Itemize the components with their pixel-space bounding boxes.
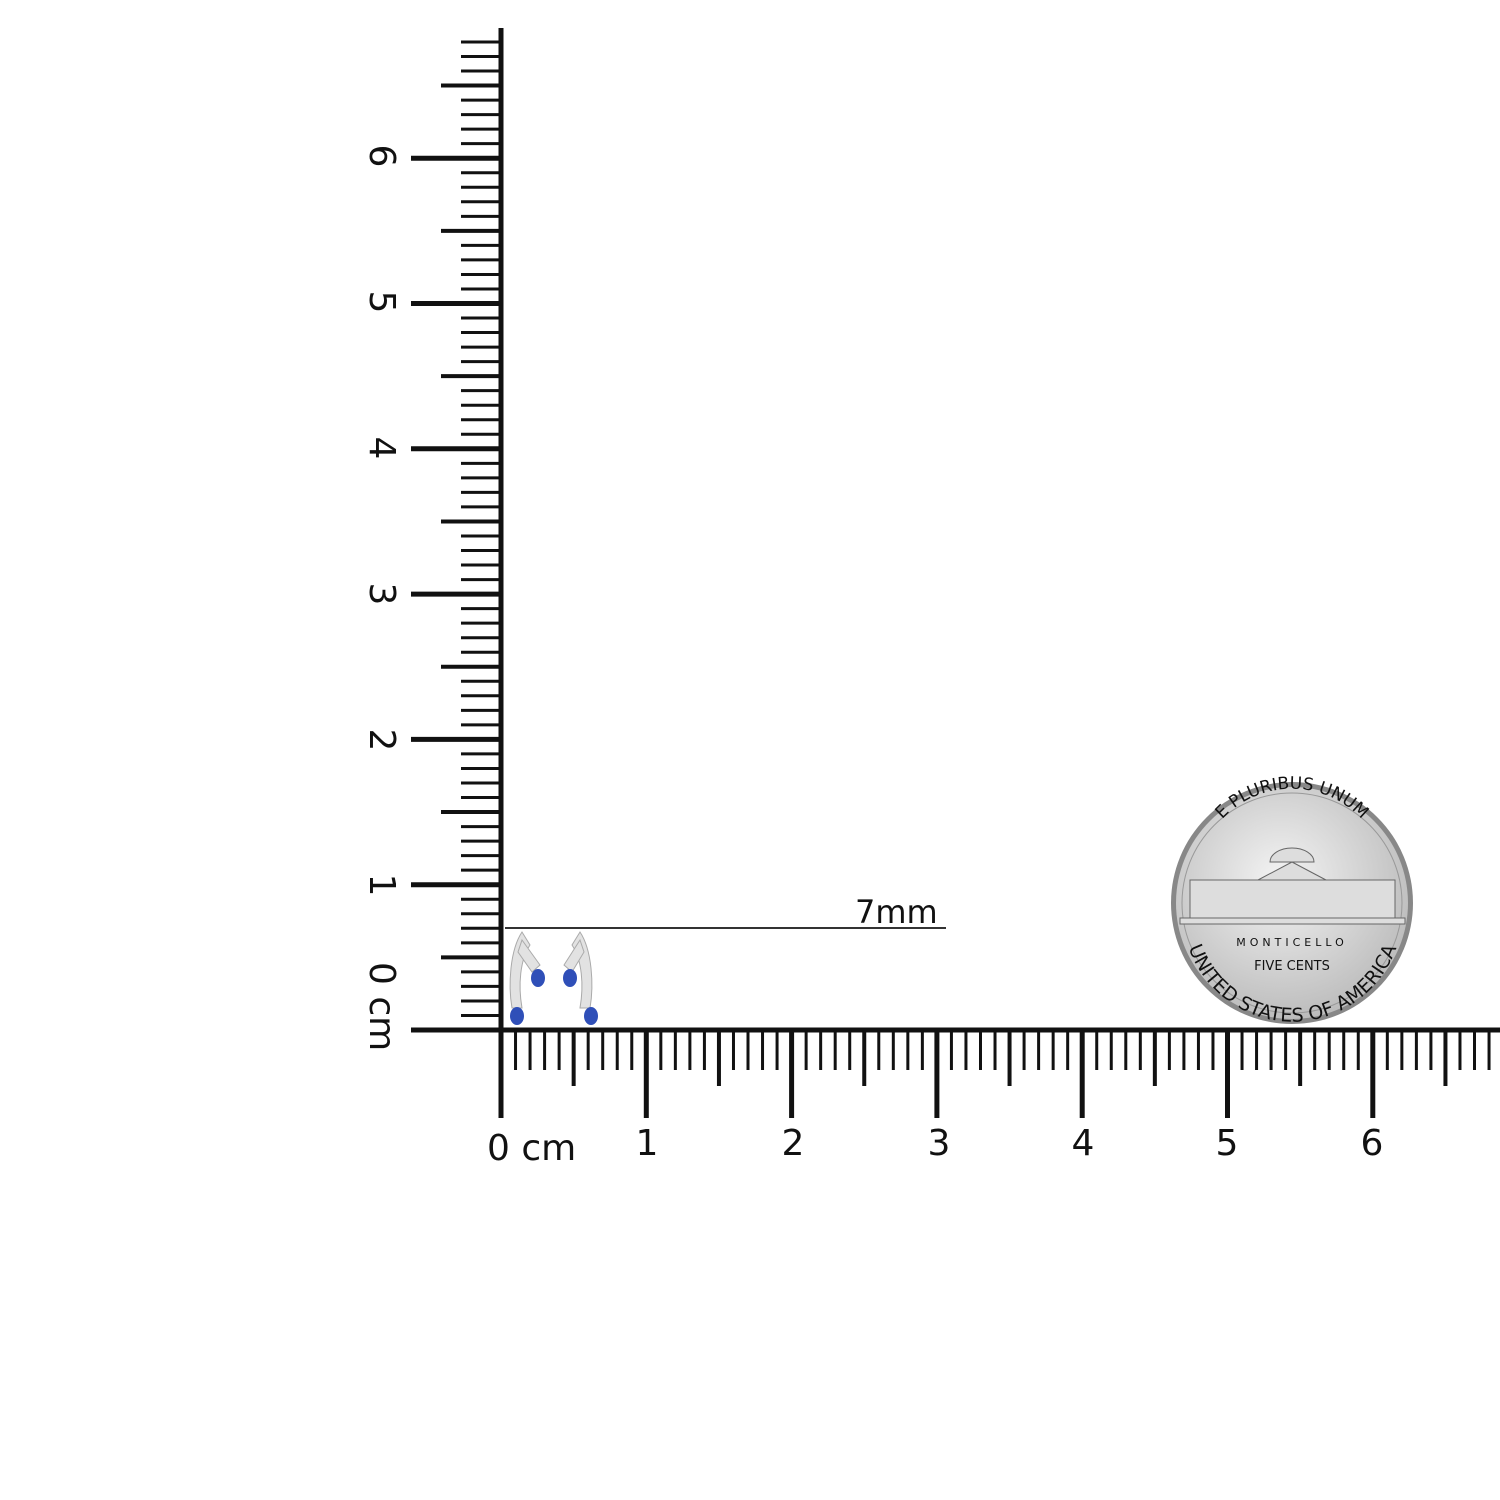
h-label-4: 4 — [1072, 1123, 1095, 1164]
nickel-coin: E PLURIBUS UNUM MONTICELLO FIVE CENTS UN… — [1171, 774, 1413, 1027]
measurement-label: 7mm — [855, 893, 938, 931]
horizontal-ruler — [411, 1027, 1500, 1118]
h-label-2: 2 — [782, 1123, 805, 1164]
v-label-2: 2 — [361, 729, 402, 752]
v-label-4: 4 — [361, 437, 402, 460]
earrings — [509, 931, 598, 1025]
v-label-1: 1 — [361, 874, 402, 897]
v-label-0: 0 cm — [361, 962, 402, 1051]
monticello-building — [1179, 847, 1406, 925]
v-label-5: 5 — [361, 291, 402, 314]
v-label-6: 6 — [361, 145, 402, 168]
coin-denomination: FIVE CENTS — [1254, 959, 1330, 974]
h-label-6: 6 — [1361, 1123, 1384, 1164]
measurement-line: 7mm — [505, 893, 946, 931]
horizontal-ruler-labels: 0 cm 1 2 3 4 5 6 — [487, 1123, 1383, 1169]
h-label-3: 3 — [928, 1123, 951, 1164]
vertical-ruler — [411, 28, 504, 1032]
coin-building-text: MONTICELLO — [1236, 936, 1348, 949]
h-label-5: 5 — [1216, 1123, 1239, 1164]
vertical-ruler-labels: 0 cm 1 2 3 4 5 6 — [361, 145, 402, 1052]
v-label-3: 3 — [361, 583, 402, 606]
h-label-0: 0 cm — [487, 1128, 576, 1169]
earring-right — [563, 931, 598, 1025]
earring-left — [509, 931, 545, 1025]
h-label-1: 1 — [636, 1123, 659, 1164]
